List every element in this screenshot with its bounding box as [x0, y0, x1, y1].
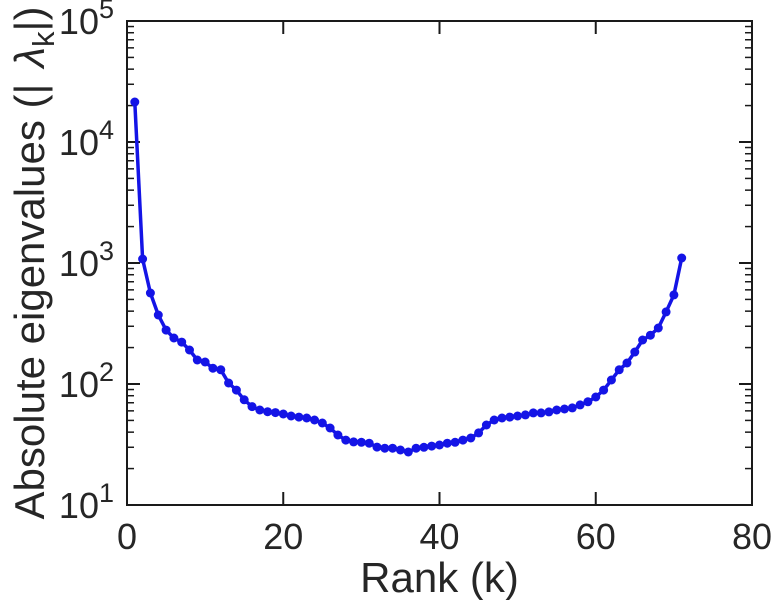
data-point — [341, 435, 351, 445]
data-point — [411, 443, 421, 453]
data-point — [599, 385, 609, 395]
y-tick-label: 104 — [59, 115, 114, 163]
data-point — [255, 405, 265, 415]
data-point — [153, 310, 163, 320]
data-point — [356, 437, 366, 447]
data-point — [286, 411, 296, 421]
data-point — [177, 337, 187, 347]
data-point — [208, 363, 218, 373]
data-point — [192, 355, 202, 365]
data-point — [216, 365, 226, 375]
data-point — [458, 435, 468, 445]
x-tick-label: 40 — [419, 516, 459, 557]
data-point — [317, 418, 327, 428]
data-point — [364, 438, 374, 448]
data-point — [419, 442, 429, 452]
data-point — [427, 441, 437, 451]
data-point — [614, 365, 624, 375]
data-point — [606, 375, 616, 385]
data-point — [138, 254, 148, 264]
data-point — [130, 97, 140, 107]
data-point — [505, 412, 515, 422]
data-point — [302, 413, 312, 423]
y-tick-label: 105 — [59, 0, 114, 42]
data-point — [294, 412, 304, 422]
plot-line-absolute-eigenvalues — [133, 100, 684, 454]
data-point — [325, 423, 335, 433]
data-point — [450, 437, 460, 447]
data-point — [575, 400, 585, 410]
data-point — [239, 395, 249, 405]
data-point — [200, 357, 210, 367]
data-point — [185, 345, 194, 355]
data-point — [169, 333, 179, 343]
data-point — [653, 323, 663, 333]
data-point — [567, 403, 577, 413]
data-point — [552, 405, 562, 415]
data-point — [349, 437, 359, 447]
data-point — [372, 442, 382, 452]
data-point — [474, 428, 484, 438]
data-point — [231, 385, 241, 395]
data-point — [583, 397, 593, 407]
data-point — [466, 433, 476, 443]
data-series — [130, 97, 687, 457]
data-point — [270, 408, 280, 418]
data-point — [403, 447, 413, 457]
y-minor-ticks — [127, 25, 752, 470]
data-point — [310, 415, 319, 425]
data-point — [278, 409, 288, 419]
data-point — [630, 347, 640, 357]
data-point — [661, 307, 671, 317]
data-point — [536, 408, 546, 418]
data-point — [528, 408, 538, 418]
y-tick-label: 103 — [59, 236, 114, 284]
data-point — [591, 392, 601, 402]
data-point — [622, 358, 632, 368]
data-point — [442, 438, 452, 448]
data-point — [161, 325, 171, 335]
data-point — [513, 411, 523, 421]
data-point — [263, 407, 273, 417]
plot-box — [126, 20, 753, 506]
data-point — [520, 410, 530, 420]
x-tick-label: 60 — [576, 516, 616, 557]
x-axis-label: Rank (k) — [360, 554, 519, 600]
x-tick-labels: 0 20 40 60 80 — [117, 516, 772, 557]
data-point — [247, 402, 257, 412]
data-point — [388, 443, 398, 453]
data-point — [380, 443, 390, 453]
x-tick-label: 0 — [117, 516, 137, 557]
data-point — [497, 413, 507, 423]
data-point — [435, 440, 444, 450]
x-tick-label: 20 — [263, 516, 303, 557]
data-point — [645, 330, 655, 340]
data-point — [145, 288, 155, 298]
data-point — [677, 253, 687, 263]
axis-major-ticks — [126, 20, 753, 506]
y-axis-label: Absolute eigenvalues (|λk|) — [6, 7, 61, 520]
y-tick-label: 101 — [59, 478, 114, 526]
data-point — [224, 378, 234, 388]
data-point — [638, 335, 648, 345]
data-point — [489, 415, 499, 425]
data-point — [560, 404, 569, 414]
data-point — [669, 290, 679, 300]
y-tick-labels: 101 102 103 104 105 — [59, 0, 114, 526]
data-point — [333, 430, 343, 440]
data-point — [395, 445, 405, 455]
x-tick-label: 80 — [732, 516, 772, 557]
data-point — [544, 407, 554, 417]
y-tick-label: 102 — [59, 357, 114, 405]
data-point — [481, 420, 491, 430]
